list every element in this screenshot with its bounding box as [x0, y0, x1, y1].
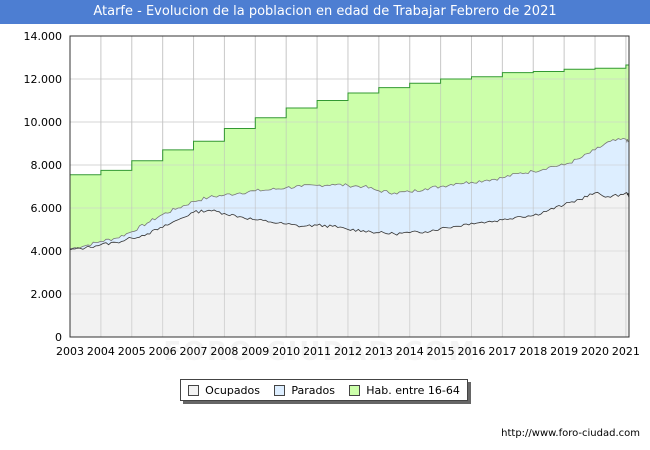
x-tick-label: 2003 [56, 345, 84, 358]
watermark: FORO-CIUDAD.COM [163, 337, 477, 367]
x-tick-label: 2006 [149, 345, 177, 358]
legend-swatch-hab [349, 384, 361, 396]
y-ticks: 0 2.000 4.000 6.000 8.000 10.000 12.000 14.000 [24, 30, 63, 344]
legend-label-ocupados: Ocupados [205, 383, 261, 397]
x-tick-label: 2021 [612, 345, 640, 358]
x-tick-label: 2017 [488, 345, 516, 358]
x-tick-label: 2009 [241, 345, 269, 358]
legend-item-ocupados: Ocupados [188, 384, 260, 397]
x-tick-label: 2016 [457, 345, 485, 358]
legend-swatch-ocupados [188, 384, 200, 396]
y-tick-label: 10.000 [24, 116, 63, 129]
hab-line [70, 64, 629, 176]
y-tick-label: 12.000 [24, 73, 63, 86]
legend: Ocupados Parados Hab. entre 16-64 [180, 379, 468, 401]
x-tick-label: 2013 [365, 345, 393, 358]
y-tick-label: 2.000 [31, 288, 63, 301]
y-tick-label: 6.000 [31, 202, 63, 215]
x-tick-label: 2005 [118, 345, 146, 358]
legend-item-hab: Hab. entre 16-64 [349, 384, 460, 397]
x-tick-label: 2015 [427, 345, 455, 358]
y-tick-label: 0 [55, 331, 62, 344]
parados-line [69, 137, 630, 250]
legend-label-parados: Parados [291, 383, 335, 397]
source-url: http://www.foro-ciudad.com [501, 428, 640, 439]
y-tick-label: 8.000 [31, 159, 63, 172]
x-tick-label: 2014 [396, 345, 424, 358]
line-layer [69, 64, 630, 251]
chart-title: Atarfe - Evolucion de la poblacion en ed… [0, 0, 650, 24]
ocupados-line [69, 191, 630, 251]
x-tick-label: 2018 [519, 345, 547, 358]
legend-label-hab: Hab. entre 16-64 [366, 383, 460, 397]
ocupados-area [70, 192, 629, 337]
y-tick-label: 14.000 [24, 30, 63, 43]
x-tick-label: 2004 [87, 345, 115, 358]
legend-swatch-parados [274, 384, 286, 396]
x-tick-label: 2012 [334, 345, 362, 358]
x-tick-label: 2011 [303, 345, 331, 358]
x-tick-label: 2007 [180, 345, 208, 358]
y-tick-label: 4.000 [31, 245, 63, 258]
plot-frame [69, 35, 630, 338]
x-tick-label: 2008 [210, 345, 238, 358]
legend-item-parados: Parados [274, 384, 335, 397]
x-tick-label: 2010 [272, 345, 300, 358]
x-ticks: 2003 2004 2005 2006 2007 2008 2009 2010 2011 2012… [56, 345, 640, 358]
x-tick-label: 2020 [581, 345, 609, 358]
x-tick-label: 2019 [550, 345, 578, 358]
area-layer [69, 35, 629, 338]
